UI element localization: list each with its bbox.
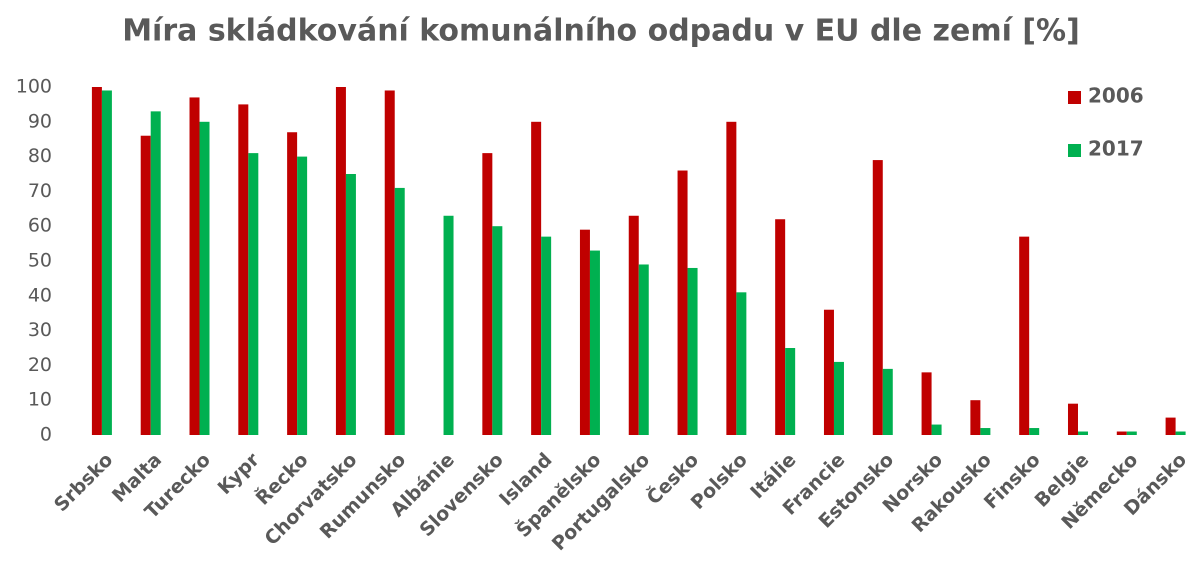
bar (638, 264, 649, 435)
bar (882, 368, 893, 435)
bar (101, 90, 112, 435)
bar (140, 135, 151, 435)
bar (921, 372, 932, 435)
bar (775, 219, 786, 435)
bar (345, 174, 356, 435)
y-tick-label: 10 (28, 389, 52, 411)
bar (238, 104, 249, 436)
y-tick-label: 80 (28, 145, 52, 167)
bar (785, 348, 796, 435)
bar (1165, 417, 1176, 435)
bar (1126, 431, 1137, 435)
bar (1077, 431, 1088, 435)
bar (1067, 403, 1078, 435)
bar (91, 87, 102, 435)
bar (384, 90, 395, 435)
bar (335, 87, 346, 435)
bar (248, 153, 259, 435)
bar (394, 187, 405, 435)
bar (482, 153, 493, 435)
bar (443, 215, 454, 435)
bar (726, 121, 737, 436)
y-tick-label: 60 (28, 215, 52, 237)
bar (189, 97, 200, 435)
x-tick-label: Srbsko (50, 449, 117, 516)
bar (970, 400, 981, 435)
legend-swatch (1068, 144, 1081, 157)
bar (150, 111, 161, 436)
bar (1116, 431, 1127, 435)
bar (199, 121, 210, 436)
legend-label: 2006 (1088, 84, 1144, 108)
y-tick-label: 40 (28, 284, 52, 306)
bar (677, 170, 688, 435)
bar (628, 215, 639, 435)
bar (736, 292, 747, 435)
bar (833, 361, 844, 435)
bar (1029, 428, 1040, 435)
legend-label: 2017 (1088, 137, 1144, 161)
bar (687, 267, 698, 435)
bar (579, 229, 590, 435)
y-tick-label: 90 (28, 110, 52, 132)
y-tick-label: 70 (28, 180, 52, 202)
bar (541, 236, 552, 435)
chart-title: Míra skládkování komunálního odpadu v EU… (122, 14, 1080, 49)
bar (823, 309, 834, 435)
bar (297, 156, 308, 435)
y-tick-label: 20 (28, 354, 52, 376)
bar (872, 160, 883, 435)
bar (1019, 236, 1030, 435)
bar (931, 424, 942, 435)
bar (287, 132, 298, 436)
bar (492, 226, 503, 435)
y-tick-label: 30 (28, 319, 52, 341)
y-tick-label: 0 (40, 424, 52, 446)
y-tick-label: 100 (16, 76, 52, 98)
bar (980, 428, 991, 435)
bar (589, 250, 600, 435)
y-tick-label: 50 (28, 250, 52, 272)
bar (531, 121, 542, 436)
bar (1175, 431, 1186, 435)
legend-swatch (1068, 91, 1081, 104)
